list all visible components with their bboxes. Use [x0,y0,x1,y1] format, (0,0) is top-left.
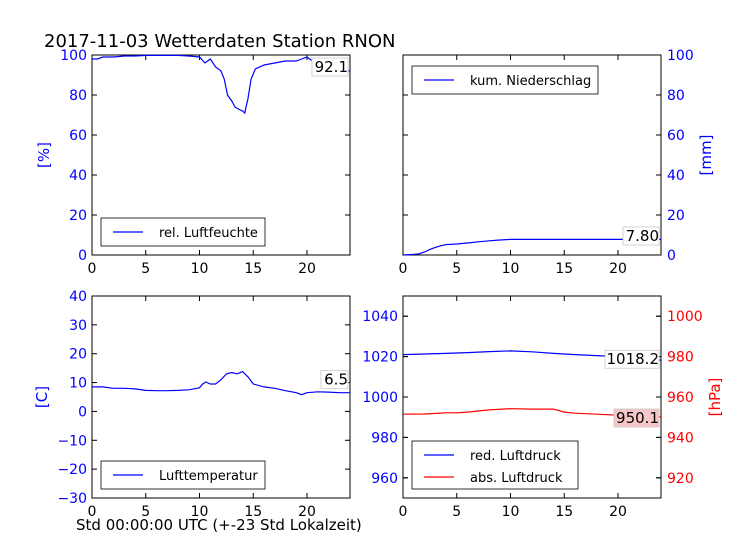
humidity-series-line [92,54,351,115]
precip-y-axis-label: [mm] [697,135,715,176]
precip-y-tick-label: 60 [667,128,685,144]
precip-x-tick-label: 0 [399,261,408,277]
temperature-x-tick-label: 20 [298,504,316,520]
precip-legend: kum. Niederschlag [411,65,599,95]
pressure-legend-box [411,440,579,490]
precip-current-value: 7.80 [626,227,659,245]
precip-plot-frame [402,54,662,256]
pressure-x-tick-label: 10 [502,504,520,520]
humidity-y-tick-label: 100 [60,48,87,64]
temperature-y-axis-label: [C] [33,386,51,408]
temperature-y-tick-label: 0 [78,404,87,420]
pressure-y-tick-label-left: 1000 [362,390,398,406]
temperature-legend-label: Lufttemperatur [159,469,258,484]
temperature-x-tick-label: 10 [191,504,209,520]
pressure-y-tick-label-right: 940 [667,430,694,446]
humidity-plot-frame [91,54,351,256]
humidity-x-tick-label: 0 [88,261,97,277]
humidity-y-tick-label: 80 [69,88,87,104]
temperature-y-tick-label: −30 [57,491,87,507]
temperature-y-tick-label: −20 [57,462,87,478]
humidity-x-tick-label: 15 [244,261,262,277]
pressure-legend-label: abs. Luftdruck [470,471,563,486]
pressure-y-tick-label-right: 980 [667,350,694,366]
temperature-current-value: 6.5 [324,371,348,389]
pressure-y-tick-label-right: 1000 [667,309,703,325]
humidity-current-value-box [311,57,349,77]
pressure-current-value-red-box [604,349,660,369]
precip-legend-label: kum. Niederschlag [470,74,591,89]
precip-x-tick-label: 15 [555,261,573,277]
humidity-y-axis-label: [%] [35,142,53,168]
pressure-legend-label: red. Luftdruck [470,449,561,464]
x-axis-label: Std 00:00:00 UTC (+-23 Std Lokalzeit) [76,516,362,534]
humidity-current-value: 92.1 [315,58,348,76]
precip-x-tick-label: 5 [452,261,461,277]
temperature-x-tick-label: 0 [88,504,97,520]
precip-x-tick-label: 10 [502,261,520,277]
temperature-legend: Lufttemperatur [100,460,266,490]
precip-y-tick-label: 100 [667,48,694,64]
precip-x-tick-label: 20 [609,261,627,277]
pressure-y-tick-label-right: 960 [667,390,694,406]
pressure-legend: red. Luftdruck abs. Luftdruck [411,440,579,490]
humidity-y-tick-label: 20 [69,208,87,224]
pressure-y-tick-label-left: 960 [371,471,398,487]
humidity-x-tick-label: 5 [141,261,150,277]
precip-y-tick-label: 0 [667,248,676,264]
pressure-series-line-abs [402,408,662,418]
humidity-x-tick-label: 10 [191,261,209,277]
pressure-current-value-abs-box [613,408,660,428]
precip-current-value-box [622,226,660,246]
pressure-x-tick-label: 20 [609,504,627,520]
temperature-y-tick-label: 30 [69,318,87,334]
humidity-x-tick-label: 20 [298,261,316,277]
temperature-series-line [92,370,350,396]
pressure-current-value-abs: 950.1 [616,409,659,427]
pressure-x-tick-label: 0 [399,504,408,520]
temperature-y-tick-label: 40 [69,289,87,305]
pressure-x-tick-label: 15 [555,504,573,520]
pressure-x-tick-label: 5 [452,504,461,520]
pressure-y-tick-label-left: 980 [371,430,398,446]
humidity-y-tick-label: 60 [69,128,87,144]
precip-series-line [402,238,661,256]
temperature-y-tick-label: 10 [69,376,87,392]
temperature-y-tick-label: −10 [57,433,87,449]
humidity-y-tick-label: 0 [78,248,87,264]
temperature-x-tick-label: 5 [141,504,150,520]
pressure-current-value-red: 1018.2 [607,350,660,368]
precip-y-tick-label: 40 [667,168,685,184]
humidity-legend-label: rel. Luftfeuchte [159,226,258,241]
temperature-current-value-box [320,370,349,390]
pressure-y-tick-label-right: 920 [667,471,694,487]
precip-y-tick-label: 20 [667,208,685,224]
temperature-y-tick-label: 20 [69,347,87,363]
temperature-x-tick-label: 15 [244,504,262,520]
pressure-y-tick-label-left: 1020 [362,350,398,366]
humidity-legend: rel. Luftfeuchte [100,217,266,247]
temperature-plot-frame [91,295,351,499]
humidity-y-tick-label: 40 [69,168,87,184]
page-title: 2017-11-03 Wetterdaten Station RNON [44,31,396,52]
precip-y-tick-label: 80 [667,88,685,104]
pressure-y-axis-label-right: [hPa] [706,378,724,417]
pressure-y-tick-label-left: 1040 [362,309,398,325]
